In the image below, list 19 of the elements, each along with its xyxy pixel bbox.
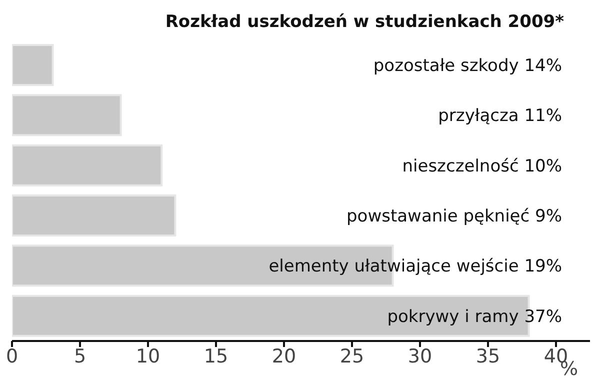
bar	[12, 94, 122, 136]
x-tick-label: 35	[476, 345, 500, 368]
y-tick-label: powstawanie pęknięć 9%	[346, 206, 562, 226]
x-tick-label: 5	[74, 345, 86, 368]
x-tick-label: 0	[6, 345, 18, 368]
x-tick-label: 25	[340, 345, 364, 368]
x-tick-label: 30	[408, 345, 432, 368]
y-tick-label: elementy ułatwiające wejście 19%	[268, 256, 562, 277]
x-tick-label: 20	[272, 345, 296, 368]
y-tick-label: pozostałe szkody 14%	[373, 56, 562, 76]
bar	[12, 44, 54, 86]
chart-title: Rozkład uszkodzeń w studzienkach 2009*	[165, 12, 564, 32]
y-tick-label: pokrywy i ramy 37%	[387, 306, 562, 327]
bar	[12, 144, 163, 186]
y-tick-label: nieszczelność 10%	[402, 156, 562, 176]
x-tick-label: 15	[204, 345, 228, 368]
bar	[12, 194, 176, 236]
y-tick-label: przyłącza 11%	[438, 106, 562, 126]
x-tick-label: 10	[136, 345, 160, 368]
